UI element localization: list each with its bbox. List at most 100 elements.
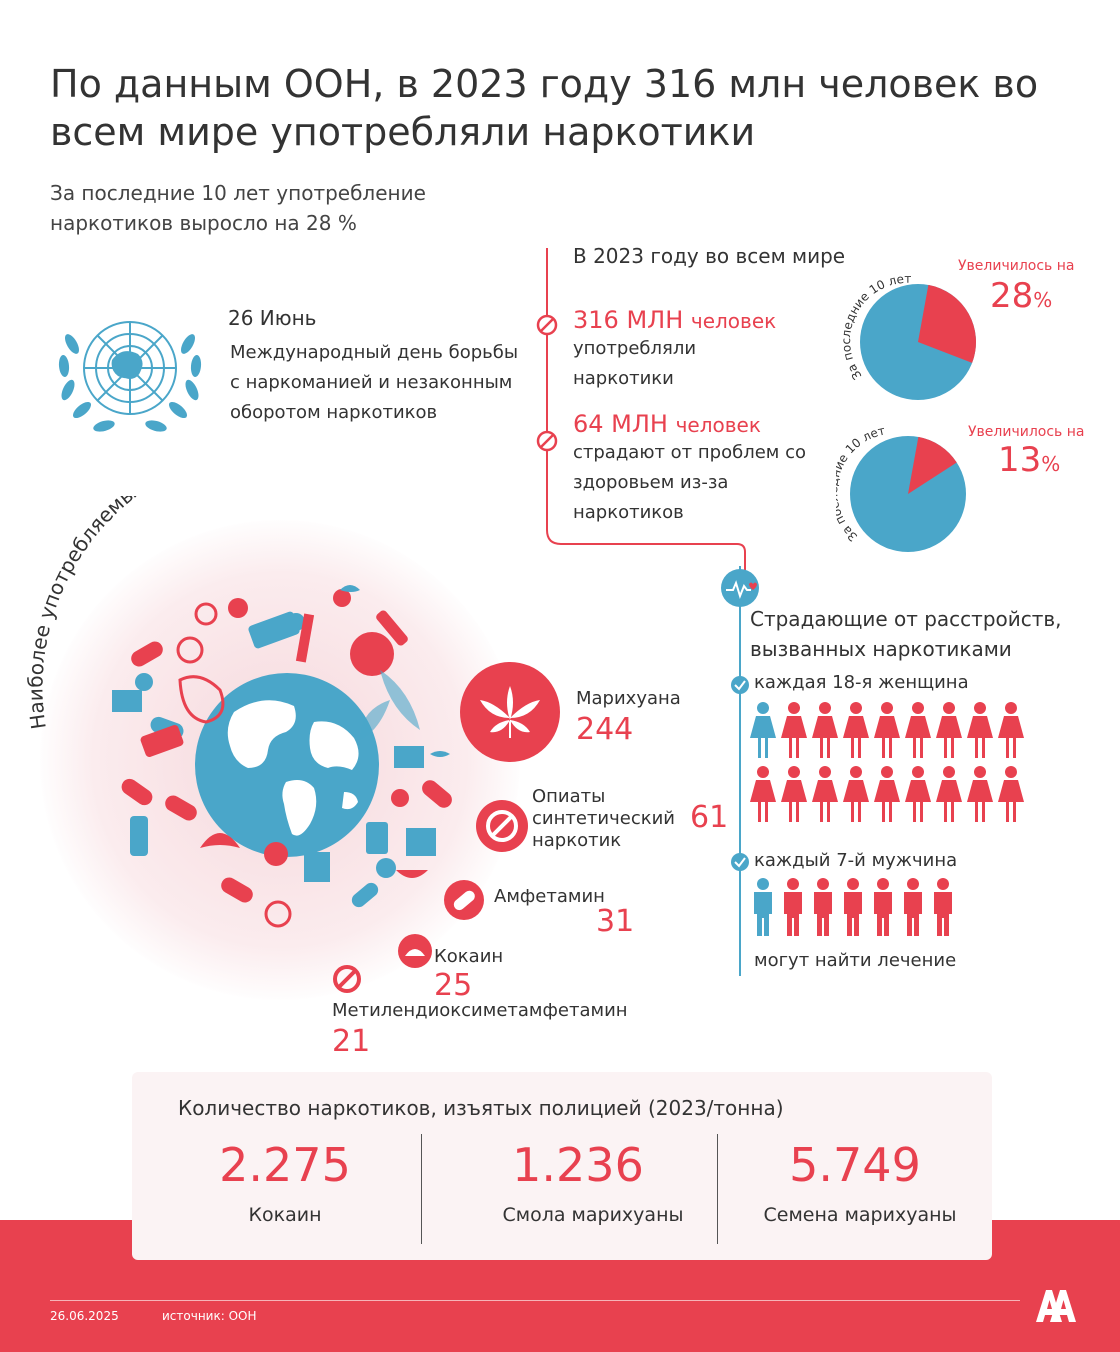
footer-divider	[50, 1300, 1020, 1301]
man-icon	[904, 878, 922, 936]
tablet-icon	[391, 789, 409, 807]
no-sign-icon	[476, 800, 528, 852]
marijuana-icon	[460, 662, 560, 762]
drug-icons-cluster	[112, 585, 452, 928]
woman-icon	[750, 702, 776, 758]
woman-icon	[781, 766, 807, 822]
syringe-icon	[295, 613, 315, 663]
pie-chart-2: За последние 10 лет	[836, 423, 966, 552]
drug-2-value: 61	[690, 800, 729, 835]
heartbeat-icon	[721, 569, 759, 607]
women-pictogram	[750, 702, 1024, 822]
seized-box	[132, 1072, 992, 1260]
pie-chart-1: За последние 10 лет	[839, 272, 976, 400]
drug-1-name: Марихуана	[576, 688, 681, 709]
woman-icon	[998, 702, 1024, 758]
tablet-icon	[135, 673, 153, 691]
disorders-title: Страдающие от расстройств, вызванных нар…	[750, 607, 1062, 661]
check-icon	[731, 676, 749, 694]
woman-icon	[936, 766, 962, 822]
capsule-icon	[444, 880, 484, 920]
un-day-text: Международный день борьбы с наркоманией …	[230, 342, 519, 423]
dove-icon	[340, 585, 360, 592]
pill-icon	[422, 780, 452, 808]
seized-1-value: 2.275	[219, 1138, 351, 1192]
pie2-slice	[908, 436, 957, 494]
mushroom-icon	[264, 842, 288, 866]
pill-icon	[165, 795, 197, 821]
book-icon	[112, 690, 142, 712]
pie1-increase-label: Увеличилось на	[958, 258, 1075, 274]
un-day-date: 26 Июнь	[228, 306, 317, 330]
flask-icon	[178, 675, 225, 724]
drug-3-name: Амфетамин	[494, 886, 605, 907]
seized-3-value: 5.749	[789, 1138, 921, 1192]
women-label: каждая 18-я женщина	[754, 672, 969, 693]
bong-icon	[130, 816, 148, 856]
men-label: каждый 7-й мужчина	[754, 850, 958, 871]
man-icon	[844, 878, 862, 936]
drug-4-name: Кокаин	[434, 946, 504, 967]
seized-3-label: Семена марихуаны	[763, 1204, 957, 1226]
timeline-connector	[546, 526, 746, 570]
woman-icon	[750, 766, 776, 822]
lipstick-icon	[376, 610, 408, 646]
footer-source: источник: ООН	[162, 1309, 257, 1323]
drug-2-name: Опиаты синтетический наркотик	[532, 786, 675, 851]
bowl-icon	[396, 870, 428, 878]
man-icon	[784, 878, 802, 936]
men-pictogram	[754, 878, 952, 936]
no-sign-icon	[536, 314, 558, 336]
pill-icon	[351, 882, 379, 908]
stats-heading: В 2023 году во всем мире	[573, 244, 846, 268]
seized-1-label: Кокаин	[248, 1204, 322, 1226]
pill-icon	[131, 641, 163, 667]
timeline-line	[546, 248, 548, 528]
un-emblem-icon	[58, 321, 202, 432]
man-icon	[754, 878, 772, 936]
chart-icon	[394, 746, 424, 768]
man-icon	[934, 878, 952, 936]
seized-divider	[421, 1134, 422, 1244]
woman-icon	[812, 702, 838, 758]
woman-icon	[781, 702, 807, 758]
man-icon	[874, 878, 892, 936]
gender-icon	[194, 602, 218, 626]
fish-icon	[430, 751, 450, 757]
tablet-icon	[228, 598, 248, 618]
woman-icon	[905, 702, 931, 758]
woman-icon	[967, 702, 993, 758]
woman-icon	[874, 766, 900, 822]
pie2-increase-label: Увеличилось на	[968, 424, 1085, 440]
cannabis-leaf-icon	[200, 830, 240, 870]
tablet-icon	[376, 858, 396, 878]
woman-icon	[905, 766, 931, 822]
drug-5-name: Метилендиоксиметамфетамин	[332, 1000, 628, 1021]
globe-icon	[195, 673, 379, 857]
page-subtitle: За последние 10 лет употребление наркоти…	[50, 181, 426, 235]
woman-icon	[936, 702, 962, 758]
seized-divider	[717, 1134, 718, 1244]
flower-icon	[176, 636, 204, 664]
buildings-icon	[406, 828, 436, 856]
pie1-value: 28%	[990, 276, 1053, 316]
drug-3-value: 31	[596, 904, 635, 939]
woman-icon	[874, 702, 900, 758]
man-icon	[814, 878, 832, 936]
stat1-desc: употребляли наркотики	[573, 338, 697, 389]
stat2-desc: страдают от проблем со здоровьем из-за н…	[573, 442, 806, 523]
cannabis-leaf-icon	[360, 670, 420, 740]
check-icon	[731, 853, 749, 871]
disorders-line	[739, 566, 741, 976]
seized-title: Количество наркотиков, изъятых полицией …	[178, 1096, 784, 1120]
woman-icon	[812, 766, 838, 822]
pie1-slice	[918, 284, 976, 363]
footer-date: 26.06.2025	[50, 1309, 119, 1323]
treatment-label: могут найти лечение	[754, 950, 957, 971]
pomegranate-icon	[350, 632, 394, 676]
blister-pack-icon	[248, 611, 300, 649]
stat1-number: 316 МЛН человек	[573, 306, 777, 334]
no-sign-icon	[536, 430, 558, 452]
drug-5-value: 21	[332, 1024, 371, 1059]
pill-icon	[221, 877, 253, 903]
